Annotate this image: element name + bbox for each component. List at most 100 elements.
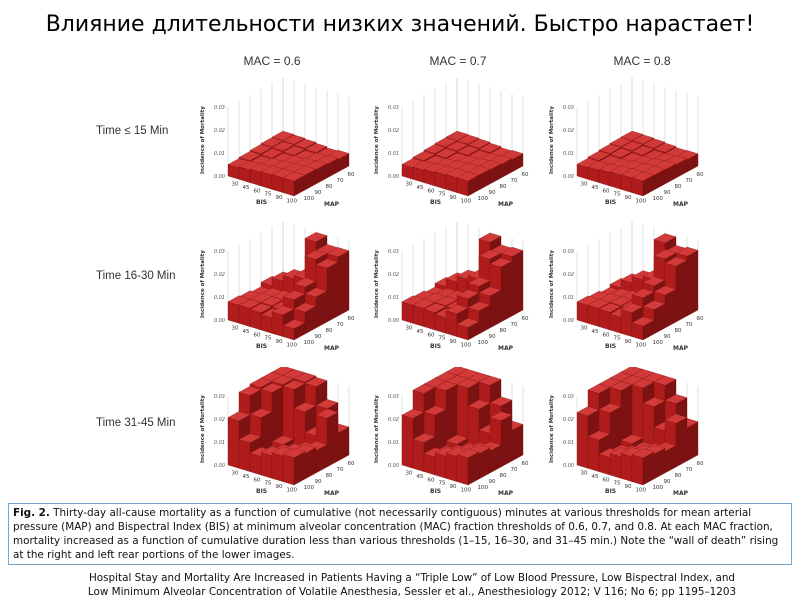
mortality-3d-chart: 0.00 0.01 0.02 0.03 Incidence of Mortality 30… [198, 77, 358, 213]
bis-tick-label: 60 [603, 188, 610, 194]
z-tick-label: 0.00 [388, 318, 399, 324]
column-header-mac-0-8: MAC = 0.8 [613, 54, 671, 68]
z-tick-label: 0.00 [214, 318, 225, 324]
column-header-mac-0-7: MAC = 0.7 [429, 54, 487, 68]
map-tick-label: 80 [326, 473, 333, 479]
z-tick-label: 0.03 [563, 249, 574, 255]
map-tick-label: 80 [500, 473, 507, 479]
map-tick-label: 90 [315, 334, 322, 340]
bis-tick-label: 100 [287, 198, 298, 204]
z-tick-label: 0.00 [563, 463, 574, 469]
z-axis-label: Incidence of Mortality [374, 250, 380, 318]
z-axis-label: Incidence of Mortality [200, 395, 206, 463]
bis-tick-label: 45 [243, 185, 250, 191]
bis-tick-label: 100 [461, 342, 472, 348]
z-tick-label: 0.00 [214, 463, 225, 469]
z-tick-label: 0.03 [388, 249, 399, 255]
slide-title: Влияние длительности низких значений. Бы… [45, 12, 755, 37]
bis-tick-label: 30 [581, 326, 588, 332]
row-header-time-15: Time ≤ 15 Min [96, 125, 169, 137]
map-tick-label: 60 [348, 172, 355, 178]
bis-tick-label: 90 [276, 484, 283, 490]
z-tick-label: 0.01 [388, 295, 399, 301]
map-tick-label: 90 [664, 190, 671, 196]
z-tick-label: 0.00 [388, 174, 399, 180]
bis-tick-label: 90 [450, 339, 457, 345]
map-tick-label: 70 [511, 467, 518, 473]
bar [631, 316, 655, 341]
map-tick-label: 70 [337, 322, 344, 328]
bis-tick-label: 45 [417, 185, 424, 191]
z-tick-label: 0.03 [388, 105, 399, 111]
bis-tick-label: 45 [417, 329, 424, 335]
map-tick-label: 60 [697, 461, 704, 467]
bis-tick-label: 30 [232, 182, 239, 188]
bis-tick-label: 75 [439, 192, 446, 198]
bis-tick-label: 30 [406, 326, 413, 332]
row-header-time-31-45: Time 31-45 Min [96, 417, 176, 429]
map-tick-label: 100 [478, 196, 489, 202]
bis-axis-label: BIS [605, 488, 616, 495]
bis-tick-label: 60 [428, 332, 435, 338]
bis-axis-label: BIS [256, 488, 267, 495]
map-tick-label: 60 [522, 316, 529, 322]
map-axis-label: MAP [324, 490, 340, 497]
map-tick-label: 100 [304, 196, 315, 202]
map-tick-label: 90 [315, 190, 322, 196]
map-tick-label: 100 [304, 485, 315, 491]
bis-axis-label: BIS [430, 199, 441, 206]
bis-tick-label: 60 [428, 477, 435, 483]
map-tick-label: 60 [697, 172, 704, 178]
bar [282, 448, 306, 486]
z-tick-label: 0.02 [388, 272, 399, 278]
map-tick-label: 70 [511, 322, 518, 328]
map-axis-label: MAP [324, 345, 340, 352]
z-tick-label: 0.02 [214, 417, 225, 423]
map-tick-label: 60 [348, 461, 355, 467]
map-tick-label: 80 [675, 184, 682, 190]
bis-tick-label: 30 [232, 326, 239, 332]
z-tick-label: 0.01 [563, 295, 574, 301]
z-tick-label: 0.00 [563, 174, 574, 180]
z-tick-label: 0.01 [214, 295, 225, 301]
map-tick-label: 70 [686, 322, 693, 328]
z-tick-label: 0.02 [214, 272, 225, 278]
bar [456, 448, 480, 486]
bis-tick-label: 75 [614, 481, 621, 487]
bis-tick-label: 60 [254, 477, 261, 483]
map-tick-label: 70 [686, 178, 693, 184]
bis-axis-label: BIS [430, 343, 441, 350]
map-tick-label: 80 [500, 184, 507, 190]
bis-tick-label: 45 [417, 474, 424, 480]
z-tick-label: 0.00 [563, 318, 574, 324]
bis-axis-label: BIS [605, 199, 616, 206]
map-tick-label: 70 [511, 178, 518, 184]
z-axis-label: Incidence of Mortality [549, 395, 555, 463]
map-tick-label: 80 [675, 473, 682, 479]
bis-tick-label: 75 [265, 192, 272, 198]
map-axis-label: MAP [324, 201, 340, 208]
mortality-3d-chart: 0.00 0.01 0.02 0.03 Incidence of Mortality 30… [547, 365, 707, 502]
map-tick-label: 70 [337, 178, 344, 184]
mortality-3d-chart: 0.00 0.01 0.02 0.03 Incidence of Mortality 30… [547, 221, 707, 357]
z-tick-label: 0.03 [214, 394, 225, 400]
bis-tick-label: 45 [592, 474, 599, 480]
bis-tick-label: 75 [614, 192, 621, 198]
bis-axis-label: BIS [605, 343, 616, 350]
map-tick-label: 100 [478, 485, 489, 491]
mortality-3d-chart: 0.00 0.01 0.02 0.03 Incidence of Mortality 30… [372, 77, 532, 213]
z-tick-label: 0.01 [388, 440, 399, 446]
z-axis-label: Incidence of Mortality [374, 395, 380, 463]
bis-tick-label: 75 [265, 481, 272, 487]
map-tick-label: 60 [522, 461, 529, 467]
caption-text: Thirty-day all-cause mortality as a func… [13, 507, 779, 561]
z-tick-label: 0.01 [563, 151, 574, 157]
bis-tick-label: 60 [603, 332, 610, 338]
z-axis-label: Incidence of Mortality [200, 106, 206, 174]
citation-line-1: Hospital Stay and Mortality Are Increase… [88, 572, 736, 584]
map-tick-label: 80 [675, 328, 682, 334]
z-tick-label: 0.02 [563, 417, 574, 423]
map-tick-label: 80 [500, 328, 507, 334]
map-tick-label: 80 [326, 328, 333, 334]
bis-tick-label: 60 [254, 332, 261, 338]
